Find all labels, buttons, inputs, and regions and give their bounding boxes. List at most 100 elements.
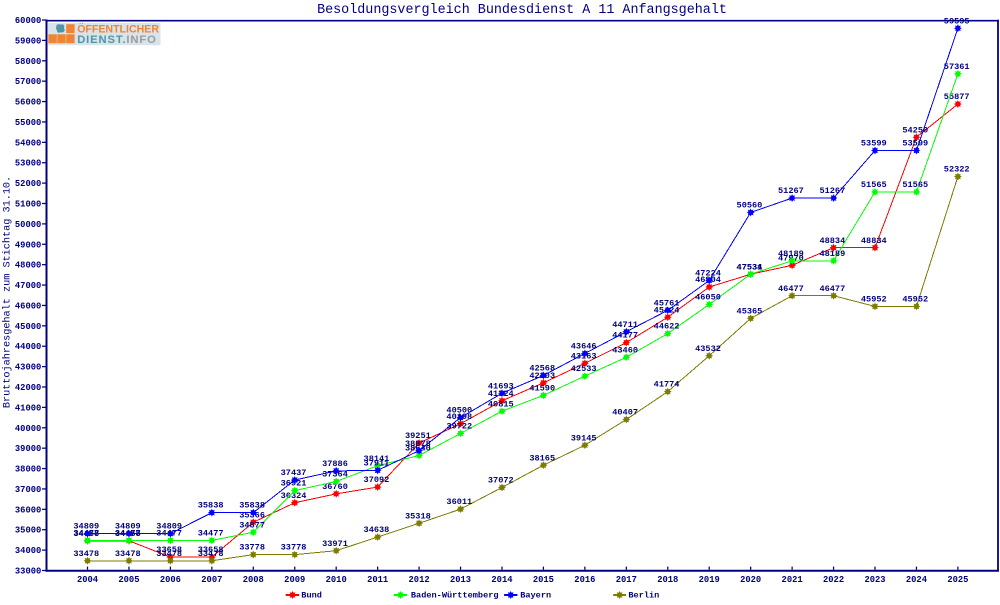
svg-text:2022: 2022 — [823, 575, 844, 585]
svg-text:2006: 2006 — [160, 575, 181, 585]
svg-text:36011: 36011 — [446, 497, 472, 507]
svg-text:36760: 36760 — [322, 482, 348, 492]
svg-text:2016: 2016 — [574, 575, 595, 585]
svg-text:43163: 43163 — [571, 351, 597, 361]
svg-text:2020: 2020 — [740, 575, 761, 585]
svg-text:43000: 43000 — [15, 363, 41, 373]
svg-text:2025: 2025 — [947, 575, 968, 585]
svg-text:33658: 33658 — [156, 545, 182, 555]
svg-text:44711: 44711 — [612, 320, 638, 330]
svg-text:52322: 52322 — [944, 165, 970, 175]
svg-text:40000: 40000 — [15, 424, 41, 434]
svg-text:2012: 2012 — [409, 575, 430, 585]
svg-text:Baden-Württemberg: Baden-Württemberg — [411, 591, 499, 601]
svg-text:47531: 47531 — [737, 262, 763, 272]
svg-text:36921: 36921 — [281, 479, 307, 489]
svg-text:48189: 48189 — [778, 249, 804, 259]
svg-text:43460: 43460 — [612, 345, 638, 355]
svg-text:54000: 54000 — [15, 138, 41, 148]
svg-text:38141: 38141 — [364, 454, 390, 464]
svg-text:2007: 2007 — [201, 575, 222, 585]
svg-text:Berlin: Berlin — [628, 591, 659, 601]
svg-text:54250: 54250 — [902, 125, 928, 135]
svg-text:46000: 46000 — [15, 301, 41, 311]
svg-text:53599: 53599 — [861, 139, 887, 149]
svg-text:33478: 33478 — [198, 549, 224, 559]
svg-text:39251: 39251 — [405, 431, 431, 441]
svg-text:38000: 38000 — [15, 465, 41, 475]
svg-text:41774: 41774 — [654, 380, 680, 390]
svg-text:59595: 59595 — [944, 16, 970, 26]
svg-text:57361: 57361 — [944, 62, 970, 72]
svg-text:2017: 2017 — [616, 575, 637, 585]
svg-text:Besoldungsvergleich Bundesdien: Besoldungsvergleich Bundesdienst A 11 An… — [317, 3, 727, 18]
svg-text:34000: 34000 — [15, 546, 41, 556]
svg-text:47534: 47534 — [737, 262, 763, 272]
svg-text:44177: 44177 — [612, 331, 638, 341]
svg-text:37364: 37364 — [322, 470, 348, 480]
svg-text:37092: 37092 — [364, 475, 390, 485]
svg-text:48000: 48000 — [15, 261, 41, 271]
svg-text:Bund: Bund — [301, 591, 322, 601]
svg-text:33658: 33658 — [198, 545, 224, 555]
svg-text:41693: 41693 — [488, 381, 514, 391]
svg-text:35000: 35000 — [15, 526, 41, 536]
svg-text:33478: 33478 — [156, 549, 182, 559]
svg-text:40815: 40815 — [488, 399, 514, 409]
svg-text:33778: 33778 — [239, 543, 265, 553]
svg-text:ÖFFENTLICHER: ÖFFENTLICHER — [77, 23, 159, 36]
svg-text:34809: 34809 — [156, 522, 182, 532]
svg-text:2011: 2011 — [367, 575, 388, 585]
svg-text:2009: 2009 — [284, 575, 305, 585]
svg-text:37000: 37000 — [15, 485, 41, 495]
svg-text:51565: 51565 — [902, 180, 928, 190]
svg-text:DIENST.INFO: DIENST.INFO — [77, 34, 157, 46]
svg-text:59000: 59000 — [15, 36, 41, 46]
svg-text:46050: 46050 — [695, 293, 721, 303]
svg-text:43532: 43532 — [695, 344, 721, 354]
svg-text:38165: 38165 — [529, 453, 555, 463]
svg-text:35838: 35838 — [198, 501, 224, 511]
svg-text:45952: 45952 — [861, 295, 887, 305]
svg-text:37437: 37437 — [281, 468, 307, 478]
svg-text:60000: 60000 — [15, 16, 41, 26]
svg-text:55000: 55000 — [15, 118, 41, 128]
svg-text:35838: 35838 — [239, 501, 265, 511]
svg-text:34809: 34809 — [73, 522, 99, 532]
svg-text:44000: 44000 — [15, 342, 41, 352]
svg-text:45952: 45952 — [902, 295, 928, 305]
svg-text:41000: 41000 — [15, 403, 41, 413]
svg-text:2008: 2008 — [243, 575, 264, 585]
svg-text:50560: 50560 — [737, 201, 763, 211]
svg-text:37886: 37886 — [322, 459, 348, 469]
svg-text:2019: 2019 — [699, 575, 720, 585]
svg-text:43646: 43646 — [571, 342, 597, 352]
svg-text:51000: 51000 — [15, 200, 41, 210]
svg-text:44622: 44622 — [654, 322, 680, 332]
svg-text:46477: 46477 — [819, 284, 845, 294]
svg-text:2014: 2014 — [491, 575, 513, 585]
svg-text:46477: 46477 — [778, 284, 804, 294]
svg-text:37911: 37911 — [364, 458, 390, 468]
svg-text:2005: 2005 — [118, 575, 139, 585]
svg-text:52000: 52000 — [15, 179, 41, 189]
svg-text:2013: 2013 — [450, 575, 471, 585]
svg-text:41590: 41590 — [529, 383, 555, 393]
svg-text:45761: 45761 — [654, 298, 680, 308]
svg-text:48834: 48834 — [861, 236, 887, 246]
svg-text:33778: 33778 — [281, 543, 307, 553]
svg-text:33000: 33000 — [15, 567, 41, 577]
svg-text:36000: 36000 — [15, 505, 41, 515]
svg-text:39722: 39722 — [446, 422, 472, 432]
svg-text:55877: 55877 — [944, 92, 970, 102]
svg-text:35318: 35318 — [405, 511, 431, 521]
svg-text:47970: 47970 — [778, 253, 804, 263]
svg-text:2024: 2024 — [906, 575, 928, 585]
svg-text:45365: 45365 — [737, 306, 763, 316]
svg-text:Bayern: Bayern — [520, 591, 551, 601]
svg-text:2021: 2021 — [782, 575, 803, 585]
svg-text:34477: 34477 — [198, 528, 224, 538]
svg-text:Bruttojahresgehalt zum Stichta: Bruttojahresgehalt zum Stichtag 31.10. — [2, 176, 14, 408]
svg-text:42568: 42568 — [529, 364, 555, 374]
svg-text:40500: 40500 — [446, 406, 472, 416]
